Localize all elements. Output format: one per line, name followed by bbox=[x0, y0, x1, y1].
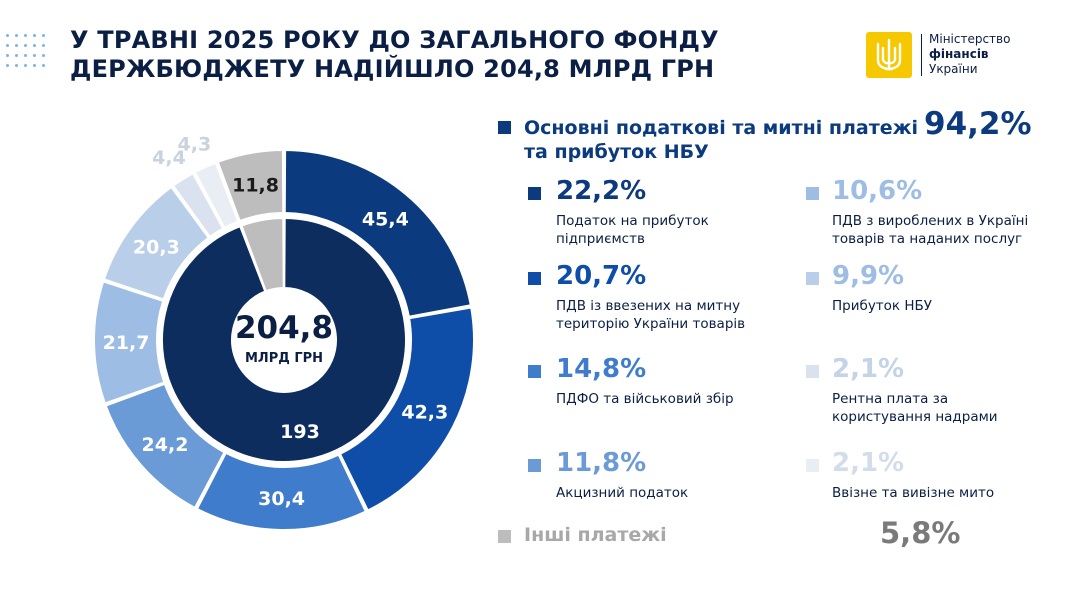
logo-line-1: Міністерство bbox=[929, 32, 1011, 46]
legend-caption-0: Податок на прибуток підприємств bbox=[556, 213, 709, 247]
legend-square-3 bbox=[528, 459, 541, 472]
legend-caption-1: ПДВ із ввезених на митну територію Украї… bbox=[556, 298, 746, 332]
main-legend-label: Основні податкові та митні платежі та пр… bbox=[524, 117, 919, 163]
dot bbox=[42, 34, 45, 37]
dot bbox=[15, 34, 18, 37]
dot bbox=[24, 64, 27, 67]
title-line-1: У ТРАВНІ 2025 РОКУ ДО ЗАГАЛЬНОГО ФОНДУ bbox=[70, 26, 719, 54]
legend-percent-7: 2,1% bbox=[832, 448, 905, 478]
legend-caption-5: Прибуток НБУ bbox=[832, 298, 933, 314]
dot bbox=[24, 54, 27, 57]
outer-slice-7 bbox=[193, 161, 240, 230]
inner-label-0: 193 bbox=[280, 421, 320, 443]
outer-slice-5 bbox=[102, 185, 211, 301]
logo-line-3: України bbox=[929, 62, 978, 76]
legend-percent-1: 20,7% bbox=[556, 261, 647, 291]
outer-slice-3 bbox=[104, 382, 226, 510]
legend-square-0 bbox=[528, 187, 541, 200]
dot bbox=[6, 54, 9, 57]
outer-label-3: 24,2 bbox=[142, 434, 189, 456]
inner-slice-0 bbox=[161, 216, 407, 463]
trident-logo-icon bbox=[866, 32, 912, 78]
outer-slice-6 bbox=[171, 171, 225, 239]
legend-square-6 bbox=[806, 365, 819, 378]
title-line-2: ДЕРЖБЮДЖЕТУ НАДІЙШЛО 204,8 МЛРД ГРН bbox=[70, 55, 715, 83]
outer-slice-1 bbox=[338, 306, 475, 512]
main-legend-percent: 94,2% bbox=[924, 106, 1032, 142]
inner-slice-1 bbox=[240, 216, 285, 293]
logo-separator bbox=[921, 34, 922, 76]
legend-percent-0: 22,2% bbox=[556, 176, 647, 206]
legend-square-4 bbox=[806, 187, 819, 200]
dot bbox=[33, 64, 36, 67]
outer-label-6: 4,4 bbox=[152, 147, 186, 169]
dot bbox=[33, 44, 36, 47]
outer-label-4: 21,7 bbox=[103, 332, 150, 354]
other-legend-label: Інші платежі bbox=[524, 524, 667, 546]
dot bbox=[42, 44, 45, 47]
other-legend-square bbox=[498, 530, 511, 543]
outer-label-0: 45,4 bbox=[362, 209, 409, 231]
legend-square-2 bbox=[528, 365, 541, 378]
page-title: У ТРАВНІ 2025 РОКУ ДО ЗАГАЛЬНОГО ФОНДУ Д… bbox=[70, 26, 770, 84]
main-legend-square bbox=[498, 121, 511, 134]
donut-center bbox=[234, 290, 334, 390]
dot bbox=[24, 34, 27, 37]
legend-caption-2: ПДФО та військовий збір bbox=[556, 391, 734, 407]
legend-caption-7: Ввізне та вивізне мито bbox=[832, 485, 995, 501]
donut-total-unit: МЛРД ГРН bbox=[245, 351, 323, 366]
dot bbox=[33, 54, 36, 57]
dot bbox=[42, 54, 45, 57]
outer-label-1: 42,3 bbox=[401, 402, 448, 424]
outer-slice-8 bbox=[216, 148, 285, 223]
outer-slice-4 bbox=[93, 280, 166, 405]
legend-percent-4: 10,6% bbox=[832, 176, 923, 206]
dot bbox=[6, 64, 9, 67]
outer-slice-0 bbox=[283, 148, 472, 318]
logo-text: Міністерство фінансів України bbox=[929, 32, 1010, 77]
outer-label-2: 30,4 bbox=[258, 488, 305, 510]
legend-percent-6: 2,1% bbox=[832, 354, 905, 384]
outer-label-8: 11,8 bbox=[232, 174, 279, 196]
legend-square-5 bbox=[806, 272, 819, 285]
legend-percent-2: 14,8% bbox=[556, 354, 647, 384]
legend-caption-3: Акцизний податок bbox=[556, 485, 689, 501]
dot bbox=[6, 44, 9, 47]
outer-label-5: 20,3 bbox=[133, 237, 180, 259]
dot bbox=[15, 64, 18, 67]
legend-caption-6: Рентна плата за користування надрами bbox=[832, 391, 998, 425]
dot bbox=[33, 34, 36, 37]
legend-percent-5: 9,9% bbox=[832, 261, 905, 291]
legend-square-1 bbox=[528, 272, 541, 285]
decorative-dots bbox=[6, 34, 50, 74]
dot bbox=[15, 54, 18, 57]
dot bbox=[42, 64, 45, 67]
legend-square-7 bbox=[806, 459, 819, 472]
other-legend-percent: 5,8% bbox=[880, 516, 961, 550]
donut-chart: 45,442,330,424,221,720,34,44,311,819311,… bbox=[93, 133, 475, 531]
donut-total-value: 204,8 bbox=[235, 310, 333, 346]
dot bbox=[15, 44, 18, 47]
dot bbox=[24, 44, 27, 47]
legend-percent-3: 11,8% bbox=[556, 448, 647, 478]
dot bbox=[6, 34, 9, 37]
legend-caption-4: ПДВ з вироблених в Україні товарів та на… bbox=[832, 213, 1029, 247]
outer-slice-2 bbox=[195, 451, 368, 531]
logo-line-2: фінансів bbox=[929, 47, 989, 61]
outer-label-7: 4,3 bbox=[178, 133, 212, 155]
